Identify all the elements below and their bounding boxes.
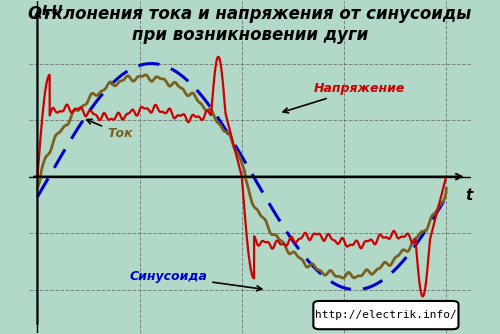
Text: http://electrik.info/: http://electrik.info/ [315,310,457,320]
Text: Напряжение: Напряжение [283,82,405,113]
Text: Синусоида: Синусоида [130,270,262,291]
Text: Ток: Ток [86,119,132,140]
Text: Отклонения тока и напряжения от синусоиды
при возникновении дуги: Отклонения тока и напряжения от синусоид… [28,5,471,43]
FancyBboxPatch shape [314,301,458,329]
Text: t: t [465,188,472,203]
Text: I,U: I,U [42,4,63,18]
